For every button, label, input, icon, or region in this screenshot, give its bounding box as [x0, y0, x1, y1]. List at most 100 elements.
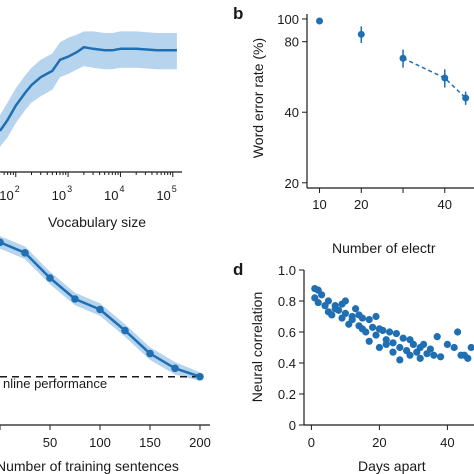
panel-d-y-tick-label: 1.0: [278, 263, 296, 278]
panel-a-x-tick-label: 10: [104, 188, 118, 203]
panel-d-data-point: [314, 298, 322, 307]
panel-d-data-point: [433, 333, 441, 341]
panel-d-data-point: [443, 340, 451, 348]
panel-b-y-tick-label: 80: [285, 35, 299, 50]
panel-c-data-point: [146, 349, 154, 358]
panel-b-data-point: [316, 17, 324, 25]
panel-d-data-point: [324, 297, 332, 305]
panel-a-x-tick-exponent: 4: [119, 184, 124, 194]
panel-d-data-point: [430, 351, 438, 359]
panel-a-x-tick-label: 10: [156, 188, 170, 203]
panel-d-data-point: [365, 316, 373, 324]
panel-d-plot: [311, 285, 474, 364]
panel-d-x-tick-label: 20: [372, 435, 386, 450]
panel-d-data-point: [352, 305, 360, 313]
panel-c-x-tick-label: 200: [189, 435, 211, 450]
panel-c-x-ticks: 50 100 150 200: [0, 425, 211, 450]
panel-b-y-tick-label: 40: [285, 105, 299, 120]
panel-c-x-tick-label: 150: [139, 435, 161, 450]
panel-a-x-tick-label: 10: [52, 188, 66, 203]
panel-b-plot: [316, 17, 470, 105]
panel-b-y-tick-label: 100: [277, 12, 299, 27]
panel-d-data-point: [365, 337, 373, 345]
panel-d-data-point: [416, 354, 424, 362]
panel-d-y-tick-label: 0.8: [278, 294, 296, 309]
panel-d-data-point: [389, 339, 397, 347]
panel-d-data-point: [318, 291, 326, 299]
panel-d-data-point: [392, 329, 400, 338]
panel-d-data-point: [372, 312, 380, 321]
panel-d-data-point: [362, 328, 370, 336]
panel-b-x-tick-label: 10: [312, 197, 326, 212]
panel-a-plot: [0, 31, 177, 147]
panel-c-data-point: [196, 372, 204, 381]
panel-d-data-point: [396, 343, 404, 352]
panel-c-x-axis-label: Number of training sentences: [0, 458, 179, 474]
panel-d-y-tick-label: 0.4: [278, 356, 296, 371]
panel-d-y-tick-label: 0.2: [278, 387, 296, 402]
panel-b-y-tick-label: 20: [285, 176, 299, 191]
panel-c: 50 100 150 200 nline performance Number of …: [0, 236, 211, 474]
panel-c-data-point: [96, 305, 104, 314]
panel-d-data-point: [454, 328, 462, 336]
panel-d-data-point: [328, 311, 336, 319]
panel-c-data-point: [71, 295, 79, 303]
panel-c-annotation: nline performance: [3, 376, 107, 391]
panel-d-data-point: [464, 354, 472, 362]
panel-d-data-point: [409, 340, 417, 348]
panel-a: 10 2 10 3 10 4 10 5 Vocabulary size: [0, 31, 182, 230]
panel-d-data-point: [341, 309, 349, 317]
panel-d-data-point: [450, 343, 458, 352]
panel-b-label: b: [233, 4, 243, 23]
panel-d-ticks: 0 0.2 0.4 0.6 0.8 1.0 0 20 40: [278, 263, 455, 450]
panel-d: d 0 0.2 0.4 0.6 0.8 1.0 0 20 40 Neural correlati…: [233, 260, 474, 474]
panel-d-data-point: [348, 316, 356, 324]
panel-d-y-tick-label: 0.6: [278, 325, 296, 340]
panel-b-data-point: [399, 54, 407, 62]
panel-a-series-line: [0, 45, 177, 132]
panel-d-data-point: [372, 331, 380, 339]
panel-c-plot: [0, 236, 204, 381]
panel-d-y-tick-label: 0: [289, 418, 296, 433]
panel-c-data-point: [0, 238, 4, 247]
panel-d-x-tick-label: 40: [440, 435, 454, 450]
panel-b: b 20 40 80 100 10 20 40 Word error rate (%) Nu…: [233, 4, 474, 256]
panel-d-data-point: [369, 323, 377, 331]
panel-a-x-axis-label: Vocabulary size: [48, 214, 146, 230]
panel-d-data-point: [467, 343, 474, 352]
panel-b-y-axis-label: Word error rate (%): [250, 38, 266, 158]
panel-b-ticks: 20 40 80 100 10 20 40: [277, 12, 452, 212]
panel-d-x-axis-label: Days apart: [358, 458, 426, 474]
panel-d-data-point: [358, 314, 366, 322]
panel-d-data-point: [396, 356, 404, 364]
panel-d-data-point: [386, 328, 394, 336]
panel-b-data-point: [462, 94, 470, 102]
panel-b-x-axis-label: Number of electr: [332, 240, 436, 256]
panel-d-data-point: [341, 297, 349, 305]
panel-b-trend-line: [402, 57, 467, 99]
panel-d-y-axis-label: Neural correlation: [249, 292, 265, 403]
panel-b-x-tick-label: 40: [438, 197, 452, 212]
panel-c-x-tick-label: 100: [89, 435, 111, 450]
panel-d-data-point: [335, 306, 343, 314]
panel-d-data-point: [426, 345, 434, 353]
panel-d-label: d: [233, 260, 243, 279]
panel-d-x-tick-label: 0: [308, 435, 315, 450]
panel-c-data-point: [46, 274, 54, 282]
panel-c-data-point: [121, 326, 129, 335]
panel-d-data-point: [437, 353, 445, 361]
panel-a-confidence-band: [0, 31, 177, 147]
panel-d-data-point: [379, 326, 387, 335]
panel-d-data-point: [389, 348, 397, 356]
panel-b-data-point: [441, 74, 449, 82]
panel-a-x-tick-exponent: 3: [67, 184, 72, 194]
panel-c-data-point: [21, 249, 29, 257]
panel-d-data-point: [406, 351, 414, 359]
panel-d-data-point: [382, 340, 390, 348]
panel-a-x-tick-exponent: 5: [172, 184, 177, 194]
panel-a-x-tick-label: 10: [0, 188, 14, 203]
panel-d-data-point: [420, 340, 428, 348]
panel-c-data-point: [171, 364, 179, 373]
panel-d-data-point: [399, 334, 407, 342]
